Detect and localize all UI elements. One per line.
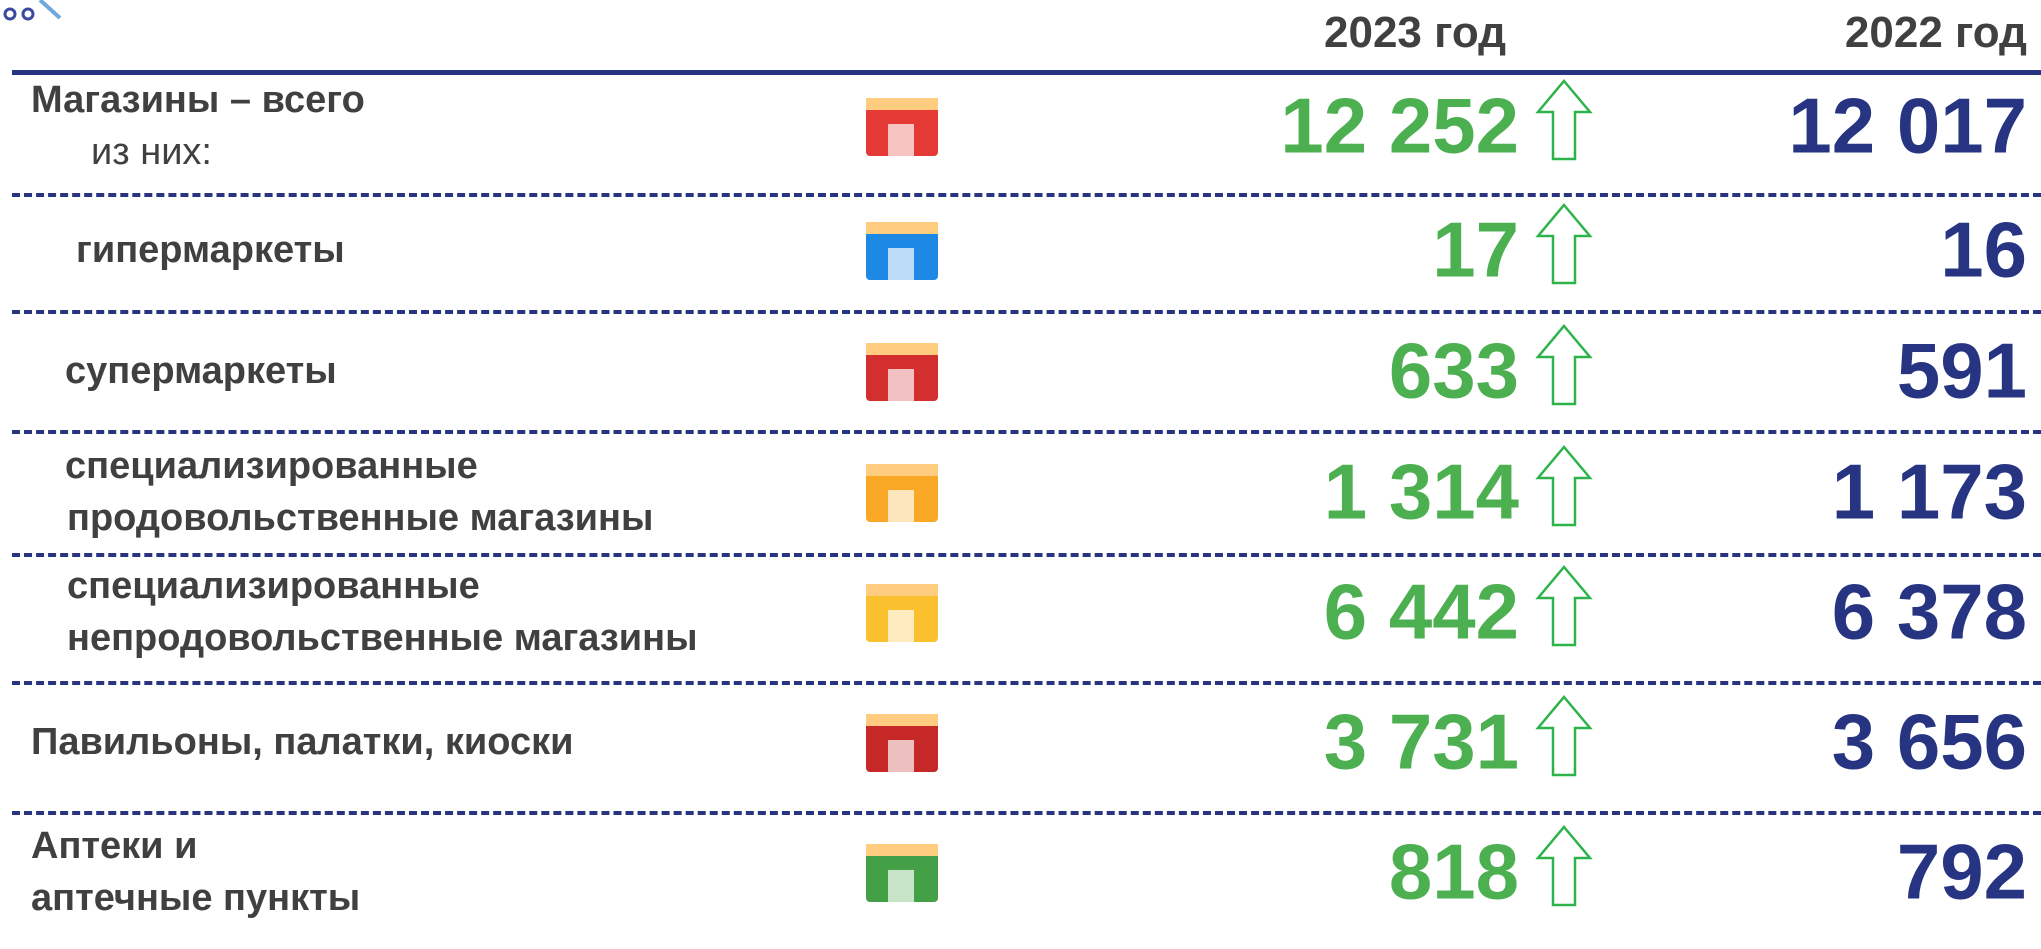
value-2023: 17 xyxy=(1432,205,1519,294)
label-line: аптечные пункты xyxy=(31,877,361,919)
label-line: Магазины – всего xyxy=(31,79,365,121)
column-header: 2022 год xyxy=(1844,8,2027,57)
header-rule xyxy=(12,70,2041,75)
row-label: супермаркеты xyxy=(0,345,337,397)
value-2023: 1 314 xyxy=(1323,447,1519,536)
row-label: Аптеки и аптечные пункты xyxy=(0,820,360,924)
increase-arrow xyxy=(1535,695,1593,777)
increase-arrow xyxy=(1535,825,1593,907)
value-2022: 3 656 xyxy=(1831,697,2027,786)
row-separator xyxy=(12,193,2041,197)
increase-arrow xyxy=(1535,324,1593,406)
label-line: специализированные xyxy=(67,565,480,607)
row-label: специализированные продовольственные мага… xyxy=(0,440,653,544)
row-icon xyxy=(866,584,938,642)
row-label: Магазины – всего из них: xyxy=(0,74,365,178)
increase-arrow xyxy=(1535,445,1593,527)
logo-fragment xyxy=(3,0,62,21)
label-line: Павильоны, палатки, киоски xyxy=(31,721,574,763)
row-label: Павильоны, палатки, киоски xyxy=(0,716,573,768)
row-separator xyxy=(12,681,2041,685)
column-header: 2023 год xyxy=(1324,8,1507,57)
increase-arrow xyxy=(1535,203,1593,285)
increase-arrow xyxy=(1535,565,1593,647)
label-line: гипермаркеты xyxy=(76,229,345,271)
value-2023: 818 xyxy=(1388,827,1519,916)
value-2023: 6 442 xyxy=(1323,567,1519,656)
row-separator xyxy=(12,811,2041,815)
label-line: непродовольственные магазины xyxy=(67,617,698,659)
value-2023: 3 731 xyxy=(1323,697,1519,786)
row-separator xyxy=(12,430,2041,434)
row-label: гипермаркеты xyxy=(0,224,345,276)
value-2022: 792 xyxy=(1896,827,2027,916)
value-2022: 16 xyxy=(1940,205,2027,294)
value-2022: 1 173 xyxy=(1831,447,2027,536)
label-line: из них: xyxy=(91,131,212,173)
row-icon xyxy=(866,464,938,522)
value-2023: 633 xyxy=(1388,326,1519,415)
row-icon xyxy=(866,343,938,401)
row-icon xyxy=(866,714,938,772)
value-2022: 591 xyxy=(1896,326,2027,415)
label-line: Аптеки и xyxy=(31,825,198,867)
row-icon xyxy=(866,98,938,156)
increase-arrow xyxy=(1535,79,1593,161)
label-line: продовольственные магазины xyxy=(67,497,654,539)
value-2022: 6 378 xyxy=(1831,567,2027,656)
row-separator xyxy=(12,553,2041,557)
value-2023: 12 252 xyxy=(1280,81,1519,170)
value-2022: 12 017 xyxy=(1788,81,2027,170)
label-line: специализированные xyxy=(65,445,478,487)
row-separator xyxy=(12,310,2041,314)
label-line: супермаркеты xyxy=(65,350,337,392)
row-icon xyxy=(866,222,938,280)
row-label: специализированные непродовольственные ма… xyxy=(0,560,698,664)
row-icon xyxy=(866,844,938,902)
